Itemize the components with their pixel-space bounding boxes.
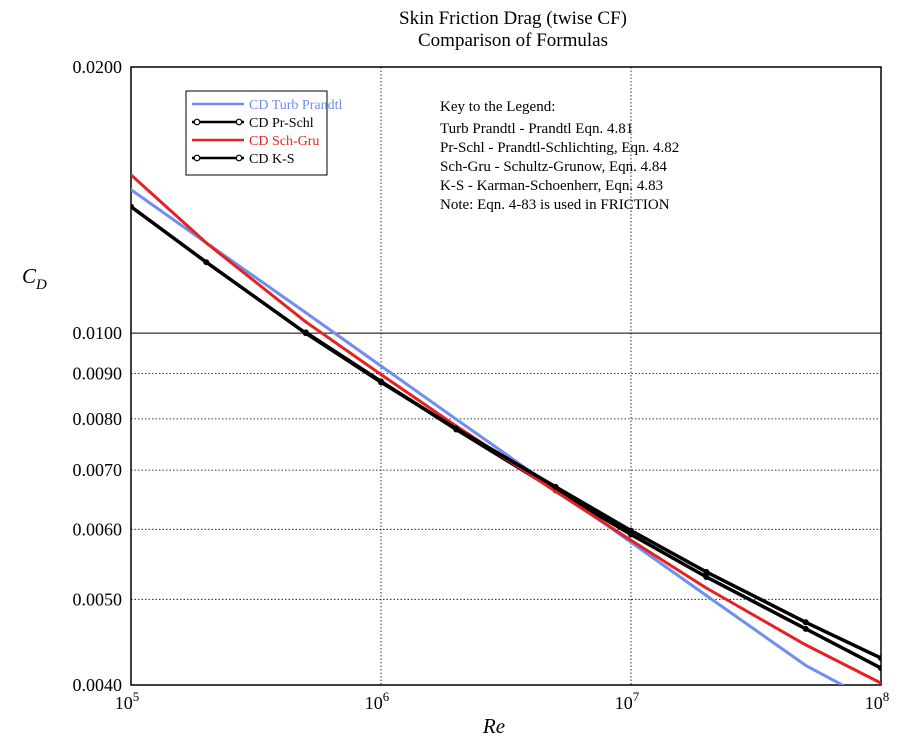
data-point <box>302 330 309 337</box>
legend-label: CD Sch-Gru <box>249 134 319 149</box>
data-point <box>802 619 809 626</box>
data-point <box>629 538 633 542</box>
series-layer <box>131 173 881 685</box>
data-point <box>552 483 559 490</box>
legend-label: CD K-S <box>249 152 295 167</box>
series-3 <box>131 173 881 685</box>
data-point <box>378 379 384 386</box>
grid <box>131 67 881 685</box>
x-axis-label: Re <box>482 714 505 738</box>
x-tick-label: 108 <box>865 689 890 713</box>
y-tick-label: 0.0200 <box>73 57 123 77</box>
data-point <box>204 241 208 245</box>
legend-label: CD Pr-Schl <box>249 116 314 131</box>
data-point <box>379 364 383 368</box>
y-axis-label-main: C <box>22 264 37 288</box>
data-point <box>703 568 710 575</box>
data-point <box>304 320 308 324</box>
series-line <box>131 205 881 660</box>
legend-marker <box>193 154 201 162</box>
data-point <box>379 372 383 376</box>
annotation-line: Sch-Gru - Schultz-Grunow, Eqn. 4.84 <box>440 159 667 175</box>
y-tick-label: 0.0060 <box>73 519 123 539</box>
series-1 <box>131 188 844 685</box>
series-line <box>131 188 844 685</box>
plot-frame <box>130 66 882 686</box>
data-point <box>453 425 460 432</box>
data-point <box>802 625 809 632</box>
x-tick-label: 106 <box>365 689 390 713</box>
x-tick-label: 105 <box>115 689 140 713</box>
y-tick-label: 0.0050 <box>73 589 123 609</box>
x-tick-label: 107 <box>615 689 640 713</box>
legend-marker <box>193 118 201 126</box>
annotation-line: Note: Eqn. 4-83 is used in FRICTION <box>440 197 670 213</box>
legend-label: CD Turb Prandtl <box>249 98 342 113</box>
legend-marker <box>235 154 243 162</box>
data-point <box>454 417 458 421</box>
data-point <box>804 643 808 647</box>
data-point <box>878 665 881 672</box>
annotation-line: Turb Prandtl - Prandtl Eqn. 4.81 <box>440 121 633 137</box>
data-point <box>131 188 133 192</box>
data-point <box>203 259 210 266</box>
data-point <box>878 655 881 662</box>
y-tick-label: 0.0080 <box>73 409 123 429</box>
legend-marker <box>235 118 243 126</box>
legend: CD Turb Prandtl CD Pr-Schl CD Sch-Gru CD K-… <box>185 90 342 176</box>
chart-subtitle: Comparison of Formulas <box>418 30 608 51</box>
data-point <box>703 573 710 580</box>
data-point <box>131 203 134 210</box>
data-point <box>131 173 133 177</box>
y-axis-label: CD <box>22 264 47 293</box>
data-point <box>628 527 634 534</box>
y-tick-label: 0.0100 <box>73 323 123 343</box>
data-point <box>704 593 708 597</box>
legend-key-annotation: Key to the Legend: Turb Prandtl - Prandt… <box>440 99 679 213</box>
y-tick-label: 0.0070 <box>73 460 123 480</box>
y-tick-label: 0.0090 <box>73 364 123 384</box>
data-point <box>704 586 708 590</box>
data-point <box>840 683 844 685</box>
data-point <box>879 681 881 685</box>
annotation-title: Key to the Legend: <box>440 99 555 115</box>
y-axis-label-subscript: D <box>35 277 47 293</box>
series-line <box>131 173 881 685</box>
series-4 <box>131 203 881 662</box>
annotation-line: K-S - Karman-Schoenherr, Eqn. 4.83 <box>440 178 663 194</box>
tick-labels: 105 106 107 108 0.0040 0.0050 0.0060 0.0070 0.00… <box>73 57 890 713</box>
annotation-line: Pr-Schl - Prandtl-Schlichting, Eqn. 4.82 <box>440 140 679 156</box>
chart-title: Skin Friction Drag (twise CF) <box>399 8 627 29</box>
data-point <box>304 311 308 315</box>
y-tick-label: 0.0040 <box>73 675 123 695</box>
data-point <box>554 490 558 494</box>
data-point <box>804 663 808 667</box>
